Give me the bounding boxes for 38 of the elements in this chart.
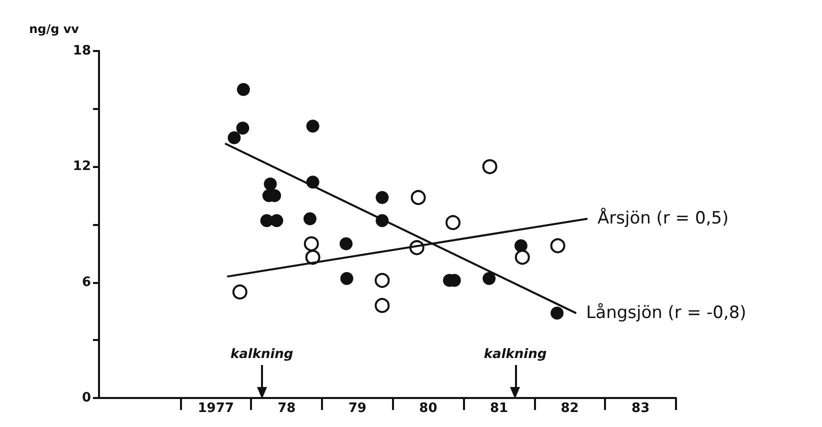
point: [374, 272, 390, 288]
ref-line-label: kalkning: [230, 347, 294, 362]
point: [550, 306, 564, 320]
y-tick-label: 18: [72, 44, 91, 58]
x-tick-label: 78: [278, 401, 296, 416]
series-label: Årsjön (r = 0,5): [598, 208, 729, 229]
point: [304, 236, 319, 252]
point: [482, 272, 496, 285]
x-tick-label: 81: [490, 401, 508, 416]
point: [446, 215, 460, 230]
point: [340, 272, 354, 285]
point: [374, 298, 390, 313]
point: [236, 122, 250, 135]
x-tick-label: 1977: [198, 401, 234, 416]
point: [482, 159, 498, 174]
point: [340, 237, 353, 250]
x-tick-label: 82: [560, 401, 579, 416]
x-tick-label: 83: [632, 401, 650, 416]
y-axis-title: ng/g vv: [29, 22, 80, 36]
ref-line-label: kalkning: [484, 347, 547, 362]
y-tick-label: 12: [72, 159, 91, 174]
point: [514, 239, 528, 252]
y-tick-label: 0: [82, 390, 91, 406]
point: [236, 83, 250, 96]
x-tick-label: 80: [419, 401, 438, 416]
point: [550, 238, 566, 254]
y-tick-label: 6: [82, 274, 91, 290]
point: [264, 178, 277, 191]
point: [376, 191, 389, 204]
point: [228, 131, 241, 144]
series-label: Långsjön (r = -0,8): [586, 303, 746, 324]
point: [270, 214, 284, 228]
point: [232, 284, 248, 300]
point: [306, 120, 320, 133]
point: [410, 190, 426, 206]
point: [303, 212, 316, 226]
point: [514, 250, 530, 265]
x-tick-label: 79: [348, 401, 366, 416]
